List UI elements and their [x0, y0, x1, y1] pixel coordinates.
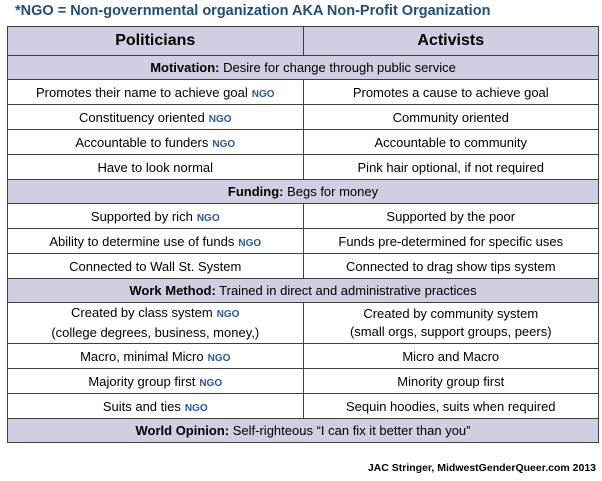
section-heading: Funding: Begs for money: [7, 179, 599, 204]
table-row: Promotes their name to achieve goal NGO Pr…: [7, 79, 599, 105]
section-row: Work Method: Trained in direct and admin…: [7, 278, 599, 303]
activists-text: Funds pre-determined for specific uses: [338, 233, 564, 249]
credit-line: JAC Stringer, MidwestGenderQueer.com 201…: [367, 462, 596, 474]
section-label: Funding:: [227, 184, 284, 199]
activists-text: Micro and Macro: [402, 348, 500, 364]
table-row: Supported by rich NGO Supported by the poo…: [7, 203, 599, 229]
activists-text: Connected to drag show tips system: [345, 258, 556, 274]
column-header-activists: Activists: [302, 26, 599, 56]
table-row: Have to look normal Pink hair optional, i…: [7, 154, 599, 180]
table-row: Constituency oriented NGO Community orient…: [7, 104, 599, 130]
section-description: Self-righteous “I can fix it better than…: [229, 423, 471, 438]
section-description: Trained in direct and administrative pra…: [215, 283, 477, 298]
politicians-cell: Connected to Wall St. System: [7, 253, 304, 279]
politicians-cell: Created by class system NGO (college degre…: [7, 302, 304, 344]
politicians-text: Have to look normal: [97, 159, 214, 175]
ngo-tag: NGO: [212, 138, 236, 150]
section-label: World Opinion:: [135, 423, 230, 438]
politicians-text: Supported by rich: [90, 208, 193, 224]
section-description: Desire for change through public service: [219, 60, 456, 75]
section-heading: Motivation: Desire for change through pu…: [7, 55, 599, 80]
activists-cell: Created by community system (small orgs, …: [302, 302, 599, 344]
politicians-text: Accountable to funders: [75, 134, 209, 150]
section-label: Work Method:: [129, 283, 216, 298]
politicians-cell: Supported by rich NGO: [7, 203, 304, 229]
activists-cell: Community oriented: [302, 104, 599, 130]
table-row: Created by class system NGO (college degre…: [7, 302, 599, 344]
column-header-politicians: Politicians: [7, 26, 304, 56]
ngo-tag: NGO: [238, 237, 262, 249]
activists-cell: Micro and Macro: [302, 343, 599, 369]
activists-cell: Funds pre-determined for specific uses: [302, 228, 599, 254]
activists-cell: Supported by the poor: [302, 203, 599, 229]
activists-cell: Sequin hoodies, suits when required: [302, 393, 599, 419]
ngo-tag: NGO: [196, 212, 220, 224]
ngo-tag: NGO: [199, 377, 223, 389]
politicians-text: Suits and ties: [102, 398, 181, 414]
section-heading: Work Method: Trained in direct and admin…: [7, 278, 599, 303]
politicians-cell: Accountable to funders NGO: [7, 129, 304, 155]
activists-cell: Pink hair optional, if not required: [302, 154, 599, 180]
activists-text: Sequin hoodies, suits when required: [345, 398, 556, 414]
politicians-cell: Suits and ties NGO: [7, 393, 304, 419]
politicians-text: Ability to determine use of funds: [49, 233, 235, 249]
ngo-footnote: *NGO = Non-governmental organization AKA…: [15, 3, 491, 19]
section-label: Motivation:: [150, 60, 220, 75]
table-header-row: Politicians Activists: [7, 26, 599, 56]
politicians-cell: Macro, minimal Micro NGO: [7, 343, 304, 369]
table-row: Connected to Wall St. System Connected to…: [7, 253, 599, 279]
activists-cell: Connected to drag show tips system: [302, 253, 599, 279]
politicians-cell: Majority group first NGO: [7, 368, 304, 394]
activists-text: Pink hair optional, if not required: [357, 159, 544, 175]
table-row: Ability to determine use of funds NGO Fund…: [7, 228, 599, 254]
politicians-text: Created by class system: [71, 305, 213, 320]
activists-text: Created by community system: [363, 306, 539, 321]
ngo-tag: NGO: [207, 352, 231, 364]
activists-text: Minority group first: [397, 373, 505, 389]
politicians-cell: Ability to determine use of funds NGO: [7, 228, 304, 254]
politicians-cell: Constituency oriented NGO: [7, 104, 304, 130]
politicians-text: Connected to Wall St. System: [69, 258, 242, 274]
politicians-text: Macro, minimal Micro: [80, 348, 204, 364]
section-heading: World Opinion: Self-righteous “I can fix…: [7, 418, 599, 443]
comparison-table: Politicians Activists Motivation: Desire…: [7, 26, 599, 443]
activists-text: Community oriented: [392, 109, 509, 125]
ngo-tag: NGO: [208, 113, 232, 125]
section-row: World Opinion: Self-righteous “I can fix…: [7, 418, 599, 443]
ngo-tag: NGO: [216, 309, 240, 320]
politicians-text: Promotes their name to achieve goal: [35, 84, 248, 100]
ngo-tag: NGO: [184, 402, 208, 414]
politicians-cell: Have to look normal: [7, 154, 304, 180]
section-row: Funding: Begs for money: [7, 179, 599, 204]
activists-text-line2: (small orgs, support groups, peers): [349, 324, 552, 339]
section-row: Motivation: Desire for change through pu…: [7, 55, 599, 80]
politicians-cell: Promotes their name to achieve goal NGO: [7, 79, 304, 105]
activists-cell: Promotes a cause to achieve goal: [302, 79, 599, 105]
activists-text: Supported by the poor: [386, 208, 516, 224]
table-row: Macro, minimal Micro NGO Micro and Macro: [7, 343, 599, 369]
politicians-text-line2: (college degrees, business, money,): [51, 325, 260, 340]
ngo-tag: NGO: [251, 88, 275, 100]
politicians-text: Constituency oriented: [78, 109, 205, 125]
activists-cell: Accountable to community: [302, 129, 599, 155]
table-body: Motivation: Desire for change through pu…: [7, 55, 599, 443]
activists-cell: Minority group first: [302, 368, 599, 394]
table-row: Suits and ties NGO Sequin hoodies, suits w…: [7, 393, 599, 419]
table-row: Accountable to funders NGO Accountable to …: [7, 129, 599, 155]
activists-text: Accountable to community: [374, 134, 527, 150]
table-row: Majority group first NGO Minority group fi…: [7, 368, 599, 394]
section-description: Begs for money: [283, 184, 379, 199]
activists-text: Promotes a cause to achieve goal: [352, 84, 549, 100]
politicians-text: Majority group first: [88, 373, 196, 389]
